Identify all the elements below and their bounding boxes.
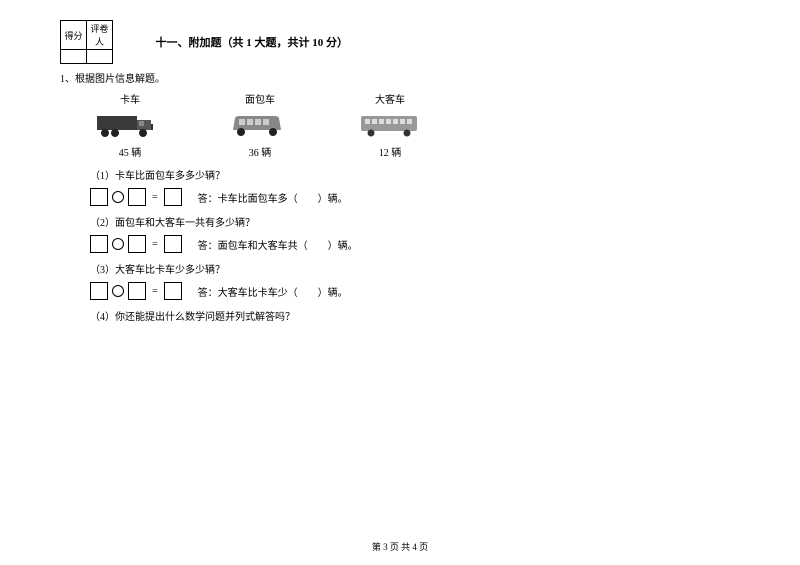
- score-cell: 得分: [61, 21, 87, 50]
- sub-q3: （3）大客车比卡车少多少辆？: [90, 261, 740, 276]
- minibus-label: 面包车: [245, 91, 275, 106]
- operator-circle: [112, 238, 124, 250]
- page-footer: 第 3 页 共 4 页: [0, 540, 800, 553]
- truck-icon: [95, 110, 165, 140]
- operand-box: [128, 282, 146, 300]
- result-box: [164, 282, 182, 300]
- equation-row-1: = 答：卡车比面包车多（ ）辆。: [90, 188, 740, 206]
- operand-box: [90, 235, 108, 253]
- equals-sign: =: [152, 239, 158, 250]
- result-box: [164, 188, 182, 206]
- minibus-icon: [225, 110, 295, 140]
- operand-box: [128, 188, 146, 206]
- vehicle-bus: 大客车 12 辆: [350, 91, 430, 159]
- score-empty: [61, 50, 87, 64]
- grader-empty: [87, 50, 113, 64]
- bus-count: 12 辆: [379, 144, 402, 159]
- operator-circle: [112, 191, 124, 203]
- operand-box: [90, 282, 108, 300]
- equals-sign: =: [152, 192, 158, 203]
- sub-q1: （1）卡车比面包车多多少辆？: [90, 167, 740, 182]
- sub-q2: （2）面包车和大客车一共有多少辆？: [90, 214, 740, 229]
- minibus-count: 36 辆: [249, 144, 272, 159]
- equation-row-3: = 答：大客车比卡车少（ ）辆。: [90, 282, 740, 300]
- bus-label: 大客车: [375, 91, 405, 106]
- question-prompt: 1、根据图片信息解题。: [60, 70, 740, 85]
- sub-q4: （4）你还能提出什么数学问题并列式解答吗？: [90, 308, 740, 323]
- answer-3: 答：大客车比卡车少（ ）辆。: [198, 284, 348, 299]
- equals-sign: =: [152, 286, 158, 297]
- answer-2: 答：面包车和大客车共（ ）辆。: [198, 237, 358, 252]
- score-table: 得分 评卷人: [60, 20, 113, 64]
- operator-circle: [112, 285, 124, 297]
- answer-1: 答：卡车比面包车多（ ）辆。: [198, 190, 348, 205]
- operand-box: [90, 188, 108, 206]
- grader-cell: 评卷人: [87, 21, 113, 50]
- vehicle-truck: 卡车 45 辆: [90, 91, 170, 159]
- truck-label: 卡车: [120, 91, 140, 106]
- equation-row-2: = 答：面包车和大客车共（ ）辆。: [90, 235, 740, 253]
- operand-box: [128, 235, 146, 253]
- section-title: 十一、附加题（共 1 大题，共计 10 分）: [156, 34, 349, 50]
- vehicle-minibus: 面包车 36 辆: [220, 91, 300, 159]
- truck-count: 45 辆: [119, 144, 142, 159]
- header-row: 得分 评卷人 十一、附加题（共 1 大题，共计 10 分）: [60, 20, 740, 64]
- bus-icon: [355, 110, 425, 140]
- result-box: [164, 235, 182, 253]
- vehicle-row: 卡车 45 辆 面包车 36 辆 大客车: [90, 91, 740, 159]
